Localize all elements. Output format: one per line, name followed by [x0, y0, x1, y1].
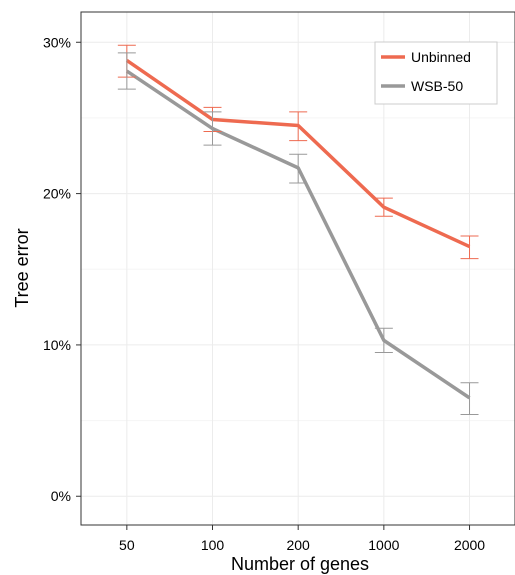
error-bar-wsb-50-3 [374, 327, 393, 353]
error-bar-unbinned-2 [289, 111, 308, 142]
legend: Unbinned WSB-50 [374, 41, 498, 105]
legend-box [374, 41, 498, 105]
y-axis: 0% 10% 20% 30% [43, 34, 81, 504]
legend-label-wsb-50: WSB-50 [411, 78, 463, 94]
error-bar-unbinned-4 [460, 235, 479, 260]
x-axis: 50 100 200 1000 2000 [119, 525, 485, 553]
x-tick-label-1: 100 [201, 537, 225, 553]
error-bar-wsb-50-0 [117, 52, 136, 90]
x-tick-label-3: 1000 [368, 537, 399, 553]
y-tick-label-3: 30% [43, 34, 71, 50]
error-bar-unbinned-3 [374, 197, 393, 217]
error-bar-wsb-50-4 [460, 382, 479, 416]
error-bar-wsb-50-1 [203, 111, 222, 146]
x-tick-label-2: 200 [286, 537, 310, 553]
x-tick-label-4: 2000 [454, 537, 485, 553]
y-tick-label-2: 20% [43, 186, 71, 202]
x-axis-label: Number of genes [231, 554, 369, 574]
y-tick-label-0: 0% [51, 488, 71, 504]
y-tick-label-1: 10% [43, 337, 71, 353]
error-bars [117, 44, 479, 416]
x-tick-label-0: 50 [119, 537, 135, 553]
error-bar-wsb-50-2 [289, 153, 308, 184]
y-axis-label: Tree error [12, 228, 32, 307]
legend-label-unbinned: Unbinned [411, 49, 471, 65]
